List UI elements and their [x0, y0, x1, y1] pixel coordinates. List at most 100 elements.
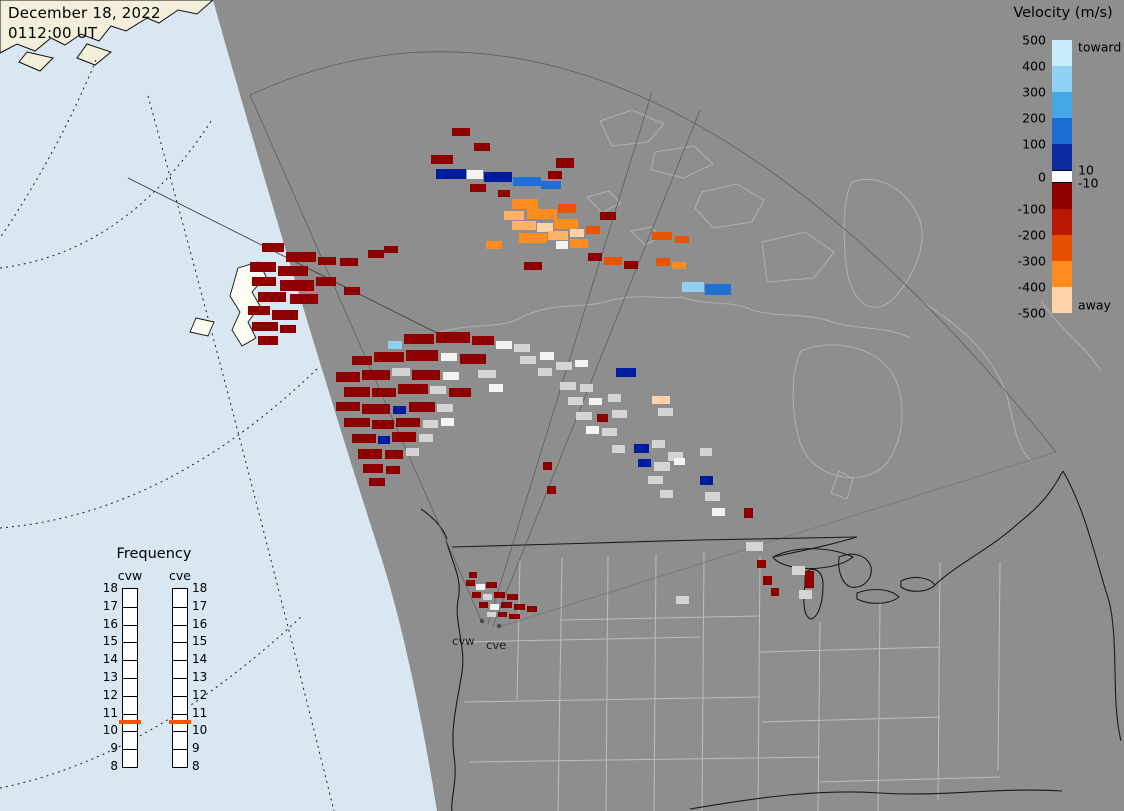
- velocity-cell: [384, 246, 398, 253]
- velocity-cell: [512, 199, 538, 209]
- velocity-cell: [441, 353, 457, 361]
- freq-tick-label: 9: [110, 741, 118, 756]
- colorbar-segment-away: [1052, 209, 1072, 235]
- freq-scale-line: [173, 624, 187, 626]
- velocity-cell: [336, 402, 360, 411]
- velocity-cell: [352, 356, 372, 365]
- velocity-cell: [449, 388, 471, 397]
- colorbar-segment-away: [1052, 235, 1072, 261]
- frequency-column-label-cvw: cvw: [117, 568, 143, 583]
- velocity-cell: [358, 449, 382, 459]
- velocity-cell: [586, 426, 599, 434]
- velocity-cell: [487, 612, 496, 617]
- velocity-cell: [396, 418, 420, 427]
- velocity-cell: [568, 397, 583, 405]
- velocity-cell: [392, 368, 410, 376]
- freq-tick-label: 13: [192, 670, 208, 684]
- velocity-cell: [675, 236, 689, 243]
- velocity-cell: [474, 143, 490, 151]
- velocity-cell: [612, 410, 627, 418]
- velocity-cell: [700, 448, 712, 456]
- velocity-cell: [388, 341, 402, 349]
- velocity-cell: [436, 332, 470, 343]
- freq-scale-line: [123, 678, 137, 679]
- velocity-cell: [674, 458, 685, 465]
- freq-tick-label: 17: [192, 598, 208, 613]
- velocity-cell: [393, 406, 406, 414]
- velocity-tick-label: 500: [1022, 32, 1046, 48]
- velocity-cell: [648, 476, 663, 484]
- velocity-cell: [507, 594, 518, 600]
- colorbar-zero-gap: [1052, 170, 1072, 183]
- velocity-cell: [452, 128, 470, 136]
- velocity-cell: [258, 336, 278, 345]
- freq-tick-label: 10: [102, 723, 118, 738]
- velocity-cell: [470, 184, 486, 192]
- velocity-cell: [476, 584, 485, 590]
- freq-tick-label: 16: [102, 616, 118, 631]
- velocity-cell: [634, 444, 649, 453]
- velocity-cell: [369, 478, 385, 486]
- velocity-cell: [556, 158, 574, 168]
- velocity-cell: [385, 450, 403, 459]
- velocity-cell: [543, 462, 552, 470]
- colorbar-segment-toward: [1052, 66, 1072, 92]
- away-label: away: [1078, 297, 1111, 313]
- velocity-cell: [705, 492, 720, 501]
- velocity-cell: [412, 370, 440, 380]
- velocity-cell: [280, 325, 296, 333]
- freq-scale-line: [173, 713, 187, 715]
- velocity-cell: [372, 388, 396, 397]
- velocity-cell: [600, 212, 616, 220]
- freq-tick-label: 15: [192, 634, 208, 649]
- time-label: 0112:00 UT: [8, 23, 98, 42]
- velocity-cell: [479, 602, 488, 608]
- velocity-cell: [483, 594, 492, 600]
- colorbar-segment-away: [1052, 261, 1072, 287]
- velocity-cell: [478, 370, 496, 378]
- velocity-cell: [527, 606, 537, 612]
- near-zero-lower-label: -10: [1078, 175, 1099, 191]
- velocity-cell: [443, 372, 459, 380]
- velocity-cell: [494, 592, 505, 598]
- velocity-cell: [498, 612, 507, 617]
- freq-tick-label: 11: [102, 705, 118, 720]
- velocity-cell: [556, 241, 568, 249]
- velocity-cell: [575, 360, 588, 367]
- velocity-cell: [746, 542, 763, 551]
- alaska-landmass: [0, 0, 214, 72]
- velocity-cell: [290, 294, 318, 304]
- velocity-tick-label: -400: [1017, 279, 1046, 295]
- velocity-cell: [556, 362, 572, 370]
- colorbar-segment-toward: [1052, 92, 1072, 118]
- freq-tick-label: 12: [102, 687, 118, 702]
- velocity-cell: [676, 596, 689, 604]
- freq-tick-label: 15: [102, 634, 118, 649]
- colorbar-segment-toward: [1052, 40, 1072, 66]
- freq-tick-label: 12: [192, 687, 208, 702]
- velocity-cell: [560, 382, 576, 390]
- freq-scale-line: [123, 624, 137, 626]
- freq-scale-line: [173, 695, 187, 697]
- velocity-cell: [672, 262, 686, 269]
- radar-site-label-cvw: cvw: [452, 634, 475, 648]
- velocity-cell: [580, 384, 593, 392]
- velocity-cell: [558, 204, 576, 213]
- frequency-scale-bar-cve: [172, 588, 188, 768]
- velocity-cell: [362, 370, 390, 380]
- velocity-cell: [519, 233, 547, 243]
- colorbar-segment-toward: [1052, 118, 1072, 144]
- velocity-cell: [248, 306, 270, 315]
- velocity-cell: [344, 387, 370, 397]
- freq-scale-line: [173, 606, 187, 608]
- toward-label: toward: [1078, 39, 1122, 55]
- velocity-cell: [548, 171, 562, 179]
- velocity-legend-title: Velocity (m/s): [1013, 5, 1113, 21]
- velocity-cell: [504, 211, 524, 220]
- velocity-cell: [570, 239, 588, 248]
- velocity-cell: [712, 508, 725, 516]
- velocity-cell: [520, 356, 536, 364]
- freq-scale-line: [173, 678, 187, 679]
- freq-scale-line: [123, 695, 137, 697]
